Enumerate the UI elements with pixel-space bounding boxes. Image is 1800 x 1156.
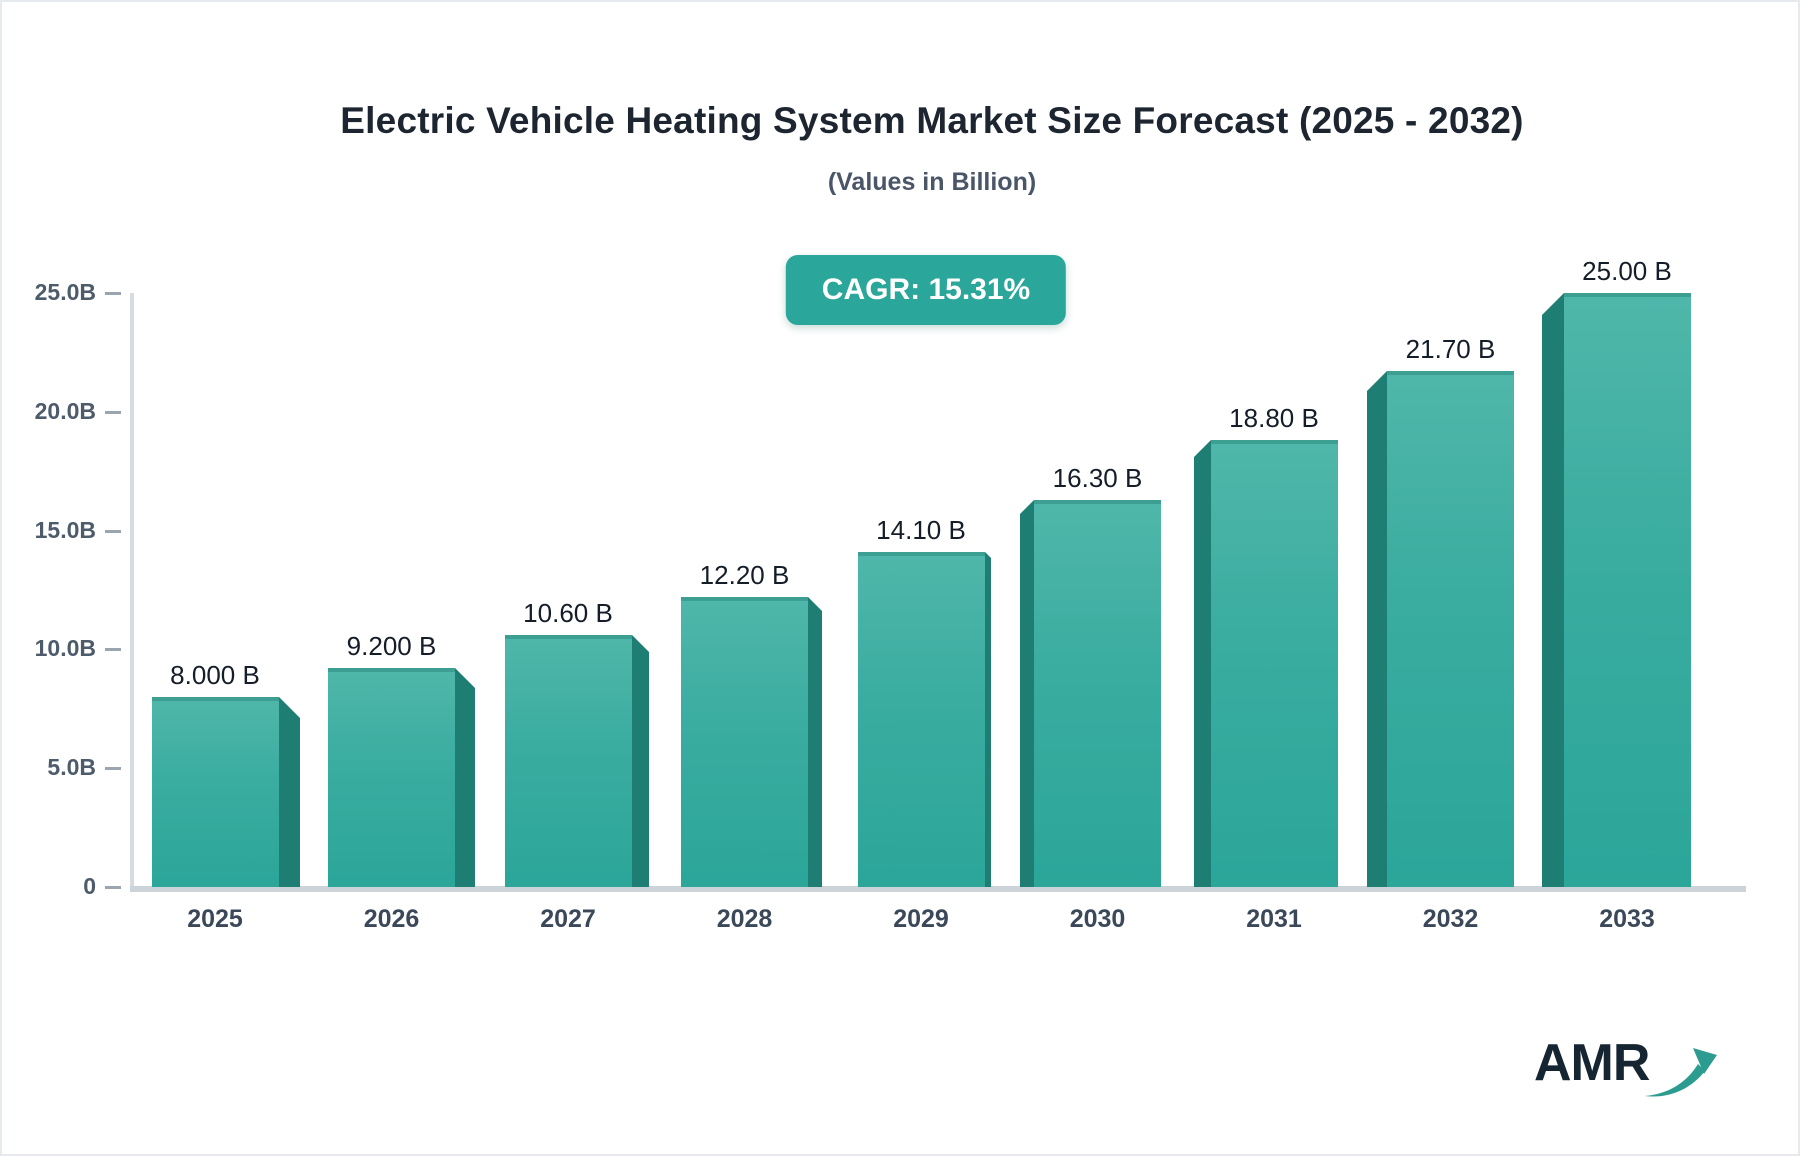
- x-axis-label-2031: 2031: [1246, 905, 1302, 933]
- x-axis-label-2030: 2030: [1069, 905, 1126, 933]
- bar-2030: [1034, 500, 1161, 887]
- bar-side-face: [808, 597, 822, 887]
- bar-value-label: 16.30 B: [1052, 463, 1143, 493]
- y-axis-tick-mark: [105, 410, 121, 414]
- y-axis-tick-label: 5.0B: [47, 754, 96, 781]
- amr-logo-text: AMR: [1534, 1034, 1650, 1092]
- bar-2033: [1564, 293, 1691, 887]
- y-axis-tick-label: 25.0B: [34, 279, 96, 305]
- amr-logo: AMR: [1534, 1034, 1719, 1107]
- x-axis-label-2028: 2028: [716, 905, 773, 933]
- bar-value-label: 10.60 B: [523, 598, 613, 628]
- bar-side-face: [1020, 500, 1034, 887]
- y-axis-tick-mark: [105, 648, 121, 652]
- y-axis-tick-label: 20.0B: [34, 397, 96, 424]
- bar-value-label: 18.80 B: [1229, 403, 1319, 433]
- x-axis-label-2029: 2029: [893, 905, 949, 933]
- x-axis-line: [130, 886, 1746, 892]
- x-axis-label-2026: 2026: [363, 905, 420, 933]
- bar-value-label: 21.70 B: [1405, 334, 1496, 364]
- bar-value-label: 14.10 B: [876, 515, 966, 545]
- bar-side-face: [279, 697, 300, 887]
- y-axis-line: [130, 293, 134, 889]
- bar-side-face: [1367, 371, 1387, 887]
- bar-2029: [858, 552, 985, 887]
- bar-2028: [681, 597, 808, 887]
- bar-value-label: 8.000 B: [170, 660, 260, 690]
- chart-subtitle: (Values in Billion): [827, 168, 1037, 196]
- bar-2032: [1387, 371, 1514, 887]
- x-axis-label-2025: 2025: [187, 905, 243, 933]
- bar-side-face: [985, 552, 991, 887]
- bar-2026: [328, 668, 455, 887]
- y-axis-tick-label: 0: [83, 873, 96, 899]
- bar-side-face: [1194, 440, 1211, 887]
- chart-title: Electric Vehicle Heating System Market S…: [340, 100, 1524, 141]
- bar-value-label: 9.200 B: [346, 631, 437, 661]
- y-axis-tick-mark: [105, 767, 121, 771]
- bar-value-label: 12.20 B: [699, 560, 790, 590]
- bar-side-face: [1542, 293, 1564, 887]
- bar-side-face: [632, 635, 649, 887]
- x-axis-label-2032: 2032: [1422, 905, 1479, 933]
- x-axis-label-2027: 2027: [540, 905, 596, 933]
- y-axis-tick-mark: [105, 886, 121, 889]
- x-axis-label-2033: 2033: [1599, 905, 1655, 933]
- growth-arrow-icon: [1641, 1040, 1719, 1107]
- cagr-badge: CAGR: 15.31%: [785, 255, 1067, 325]
- bar-side-face: [455, 668, 475, 887]
- y-axis-tick-label: 10.0B: [34, 635, 96, 662]
- bar-2027: [505, 635, 632, 887]
- y-axis-tick-label: 15.0B: [34, 516, 96, 543]
- y-axis-tick-mark: [105, 292, 121, 295]
- bar-2031: [1211, 440, 1338, 887]
- y-axis-tick-mark: [105, 529, 121, 533]
- bar-2025: [152, 697, 279, 887]
- bar-value-label: 25.00 B: [1582, 256, 1672, 286]
